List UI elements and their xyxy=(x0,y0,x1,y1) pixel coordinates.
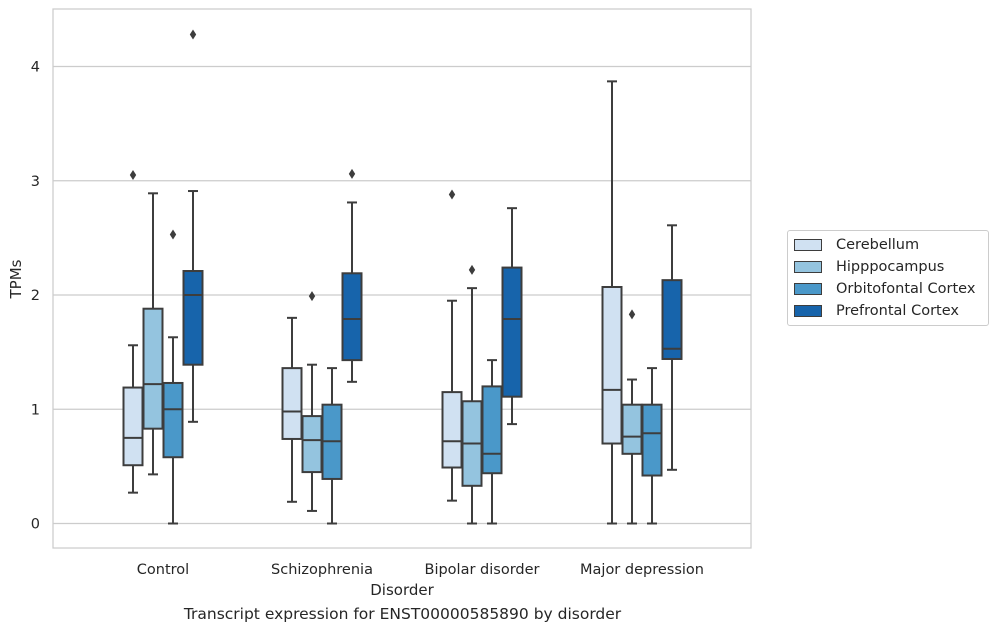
x-tick-label: Control xyxy=(137,562,189,578)
boxes xyxy=(122,29,683,525)
box xyxy=(481,385,503,475)
box xyxy=(142,307,164,430)
box xyxy=(162,381,184,459)
box xyxy=(441,391,463,469)
outlier-point xyxy=(628,309,636,320)
outlier-point xyxy=(308,291,316,302)
box-group xyxy=(441,189,463,502)
legend-label-prefrontal: Prefrontal Cortex xyxy=(836,303,959,319)
y-axis-label: TPMs xyxy=(7,259,25,299)
outlier-point xyxy=(448,189,456,200)
y-tick-label: 1 xyxy=(31,402,40,418)
box-group xyxy=(601,80,623,525)
y-tick-label: 4 xyxy=(31,60,40,76)
outlier-point xyxy=(348,168,356,179)
y-tick-label: 2 xyxy=(31,288,40,304)
box xyxy=(341,272,363,362)
legend-label-orbitofrontal: Orbitofontal Cortex xyxy=(836,281,976,297)
box-group xyxy=(501,207,523,426)
box xyxy=(661,279,683,360)
outlier-point xyxy=(189,29,197,40)
box-group xyxy=(122,170,144,494)
y-tick-labels: 0 1 2 3 4 xyxy=(31,60,40,533)
box-group xyxy=(641,367,663,525)
figure-caption: Transcript expression for ENST0000058589… xyxy=(183,605,622,623)
x-tick-label: Major depression xyxy=(580,562,704,578)
box-group xyxy=(461,264,483,525)
box-group xyxy=(182,29,204,423)
x-tick-label: Bipolar disorder xyxy=(425,562,540,578)
outlier-point xyxy=(468,264,476,275)
legend-item-orbitofrontal: Orbitofontal Cortex xyxy=(794,279,975,299)
legend-label-cerebellum: Cerebellum xyxy=(836,237,920,253)
box-group xyxy=(281,316,303,503)
legend-label-hippocampus: Hipppocampus xyxy=(836,259,945,275)
box xyxy=(281,367,303,440)
legend-item-prefrontal: Prefrontal Cortex xyxy=(794,301,959,321)
box-group xyxy=(661,224,683,471)
legend-item-cerebellum: Cerebellum xyxy=(794,235,919,255)
box xyxy=(301,415,323,474)
box xyxy=(621,403,643,455)
box-group xyxy=(341,168,363,383)
box-group xyxy=(621,309,643,525)
box-group xyxy=(481,359,503,525)
box-group xyxy=(162,229,184,525)
box xyxy=(501,266,523,398)
legend-item-hippocampus: Hipppocampus xyxy=(794,257,944,277)
outlier-point xyxy=(129,170,137,181)
x-tick-label: Schizophrenia xyxy=(271,562,373,578)
outlier-point xyxy=(169,229,177,240)
box-group xyxy=(142,192,164,476)
legend-swatch-hippocampus xyxy=(794,261,822,273)
box xyxy=(641,403,663,477)
legend-swatch-cerebellum xyxy=(794,239,822,251)
box-group xyxy=(321,367,343,525)
y-tick-label: 0 xyxy=(31,517,40,533)
box xyxy=(182,270,204,366)
box xyxy=(601,286,623,445)
x-axis-label: Disorder xyxy=(370,581,434,599)
plot-frame xyxy=(52,8,752,549)
box-group xyxy=(301,291,323,512)
box xyxy=(122,386,144,467)
legend-swatch-orbitofrontal xyxy=(794,283,822,295)
legend: Cerebellum Hipppocampus Orbitofontal Cor… xyxy=(787,230,989,326)
y-tick-label: 3 xyxy=(31,174,40,190)
legend-swatch-prefrontal xyxy=(794,305,822,317)
x-tick-labels: Control Schizophrenia Bipolar disorder Majo… xyxy=(137,562,704,578)
